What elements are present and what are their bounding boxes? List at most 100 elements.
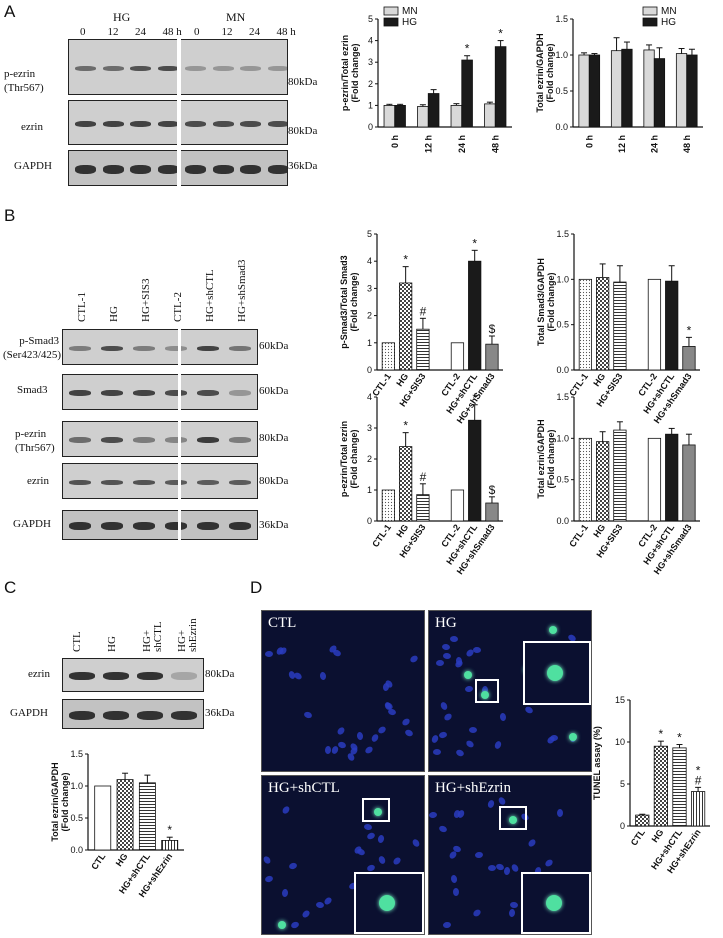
nucleus [408, 654, 419, 664]
nucleus [508, 909, 516, 918]
y-axis-label: Total ezrin/GAPDH [50, 762, 60, 841]
x-tick-label: HG+shCTL [641, 371, 676, 415]
significance-marker: * [696, 763, 701, 777]
western-band [69, 672, 95, 680]
lane-label: HG+shCTL [204, 269, 216, 322]
nucleus [499, 712, 507, 722]
western-band [165, 522, 187, 530]
y-axis-label: TUNEL assay (%) [592, 726, 602, 800]
row-label-gapdh: GAPDH [14, 160, 52, 172]
x-tick-label: 0 h [584, 135, 594, 148]
significance-marker: $ [489, 322, 496, 336]
kda-label: 60kDa [259, 385, 289, 397]
bar [665, 280, 679, 371]
y-tick-label: 0 [368, 122, 373, 132]
nucleus [330, 745, 340, 756]
nucleus [281, 805, 291, 816]
nucleus [442, 712, 453, 722]
y-tick-label: 5 [620, 779, 625, 789]
nucleus [471, 908, 482, 919]
western-band [229, 479, 251, 485]
western-band [133, 522, 155, 530]
western-band [69, 390, 91, 396]
y-tick-label: 4 [367, 256, 372, 266]
x-tick-label: HG+shCTL [444, 522, 479, 566]
bar [596, 277, 610, 371]
y-axis-label: p-Smad3/Total Smad3 [339, 255, 349, 348]
significance-marker: * [403, 419, 408, 433]
bar [672, 747, 687, 827]
nucleus [496, 795, 507, 806]
tunel-positive-nucleus [549, 626, 557, 634]
western-band [101, 522, 123, 530]
kda-label: 80kDa [259, 432, 289, 444]
nucleus [335, 725, 346, 736]
lane-label: HG+ shEzrin [176, 618, 199, 652]
x-tick-label: CTL-2 [636, 371, 659, 398]
western-band [130, 164, 151, 174]
western-band [165, 437, 187, 443]
y-tick-label: 1.0 [70, 781, 83, 791]
western-band [185, 164, 206, 174]
bar [383, 105, 396, 128]
western-band [69, 437, 91, 443]
legend-label: MN [661, 6, 677, 17]
western-band [267, 164, 287, 174]
nucleus [281, 888, 289, 898]
nucleus [442, 652, 451, 660]
bar [450, 342, 465, 371]
region-box [362, 798, 390, 822]
western-band [165, 345, 187, 351]
tunel-positive-nucleus [379, 895, 395, 911]
y-tick-label: 0.0 [70, 845, 83, 855]
nucleus [494, 862, 505, 871]
significance-marker: * [472, 391, 477, 405]
bar [682, 346, 696, 371]
bar [675, 53, 688, 128]
x-tick-label: CTL-1 [370, 371, 393, 398]
y-tick-label: 0.0 [556, 516, 569, 526]
nucleus [377, 724, 388, 735]
western-band [267, 65, 287, 71]
western-band [133, 390, 155, 396]
blot-b-ezrin [62, 463, 258, 499]
y-tick-label: 1.5 [556, 392, 569, 402]
region-box [499, 806, 527, 830]
x-tick-label: HG+shEzrin [665, 827, 703, 875]
tunel-positive-nucleus [278, 921, 286, 929]
nucleus [366, 831, 377, 841]
nucleus [429, 811, 438, 819]
row-label-ezrin: ezrin [27, 475, 49, 487]
bar [485, 343, 499, 371]
magnified-inset [523, 641, 591, 705]
tunel-positive-nucleus [547, 665, 563, 681]
bar [578, 278, 593, 371]
bar [643, 49, 655, 128]
x-tick-label: HG+SIS3 [397, 371, 427, 408]
western-band [229, 522, 251, 530]
blot-b-smad3 [62, 374, 258, 410]
kda-label: 36kDa [288, 160, 318, 172]
x-tick-label: CTL-2 [439, 371, 462, 398]
bar [417, 106, 429, 128]
nucleus [452, 888, 459, 897]
y-tick-label: 0.0 [555, 122, 568, 132]
lane-label: CTL-1 [76, 292, 88, 322]
x-tick-label: CTL-2 [636, 522, 659, 549]
lane-label: CTL-2 [172, 292, 184, 322]
western-band [130, 65, 151, 71]
bar [161, 840, 179, 851]
bar [461, 59, 473, 128]
nucleus [465, 738, 476, 749]
bar [484, 103, 496, 128]
panel-letter-b: B [4, 206, 16, 225]
x-tick-label: HG+SIS3 [594, 522, 624, 559]
y-tick-label: 10 [615, 737, 625, 747]
western-band [133, 437, 155, 443]
y-axis-label: (Fold change) [546, 273, 556, 332]
y-tick-label: 1.5 [556, 229, 569, 239]
bar [399, 446, 413, 522]
legend-swatch [642, 6, 658, 16]
magnified-inset [521, 872, 591, 934]
western-band [101, 479, 123, 485]
